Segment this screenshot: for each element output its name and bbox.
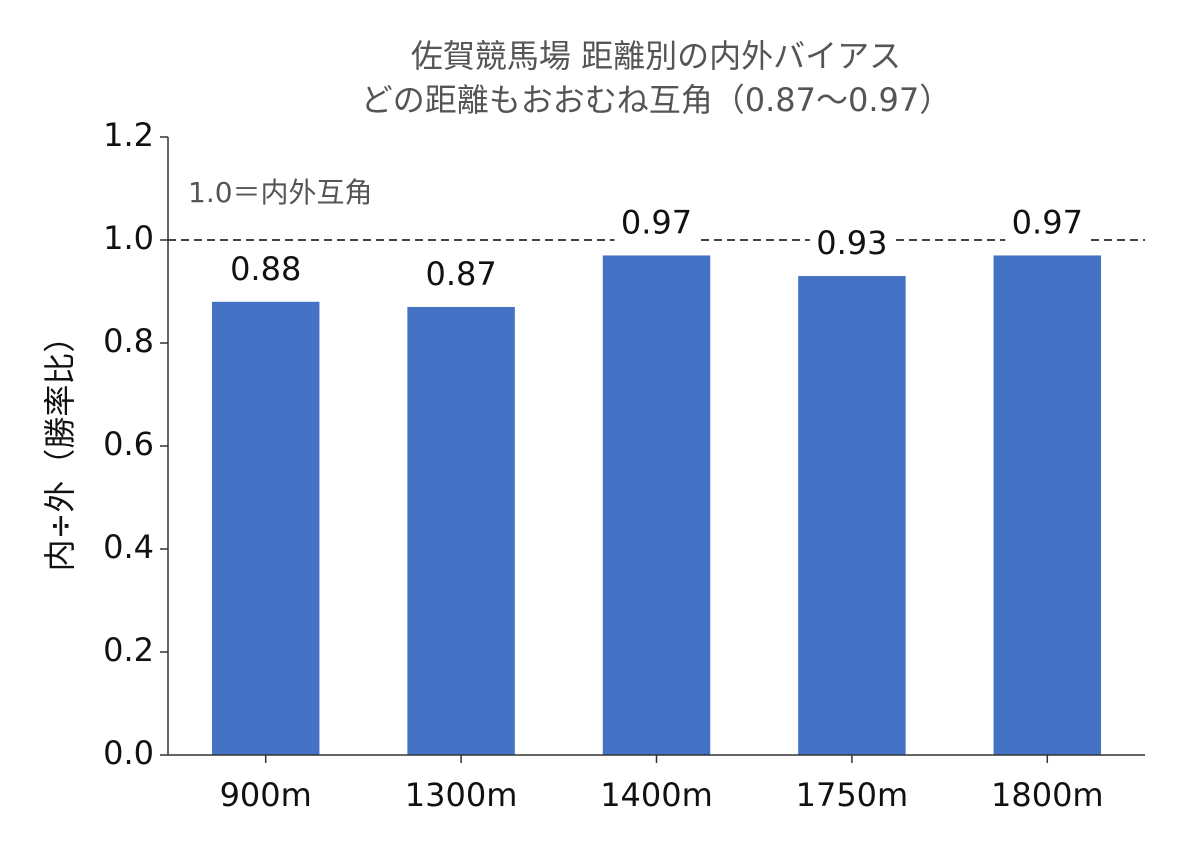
value-label: 0.88 (230, 250, 301, 288)
value-label-bg (1005, 205, 1090, 244)
y-tick-label: 1.2 (103, 116, 154, 154)
value-label: 0.93 (816, 224, 887, 262)
y-tick-label: 0.0 (103, 734, 154, 772)
bar (602, 255, 711, 755)
value-label-bg (419, 256, 504, 295)
value-label: 0.87 (425, 255, 496, 293)
x-tick-label: 1300m (405, 776, 518, 814)
x-tick-label: 1750m (796, 776, 909, 814)
y-tick-label: 0.4 (103, 528, 154, 566)
value-label: 0.97 (621, 203, 692, 241)
x-tick-label: 1800m (991, 776, 1104, 814)
value-label-bg (614, 205, 699, 244)
value-label: 0.97 (1012, 203, 1083, 241)
reference-label: 1.0＝内外互角 (188, 176, 373, 209)
value-label-bg (223, 251, 308, 290)
bar (993, 255, 1102, 755)
y-tick-label: 0.2 (103, 631, 154, 669)
bar (211, 301, 320, 755)
value-label-bg (809, 226, 894, 265)
y-tick-label: 0.8 (103, 322, 154, 360)
x-tick-label: 900m (220, 776, 312, 814)
y-axis-label: 内÷外（勝率比） (41, 321, 79, 572)
bar (798, 276, 906, 755)
chart-title: 佐賀競馬場 距離別の内外バイアス (411, 37, 901, 75)
x-tick-label: 1400m (600, 776, 713, 814)
bar (407, 306, 515, 755)
chart-subtitle: どの距離もおおむね互角（0.87〜0.97） (361, 81, 952, 119)
y-tick-label: 1.0 (103, 219, 154, 257)
y-tick-label: 0.6 (103, 425, 154, 463)
